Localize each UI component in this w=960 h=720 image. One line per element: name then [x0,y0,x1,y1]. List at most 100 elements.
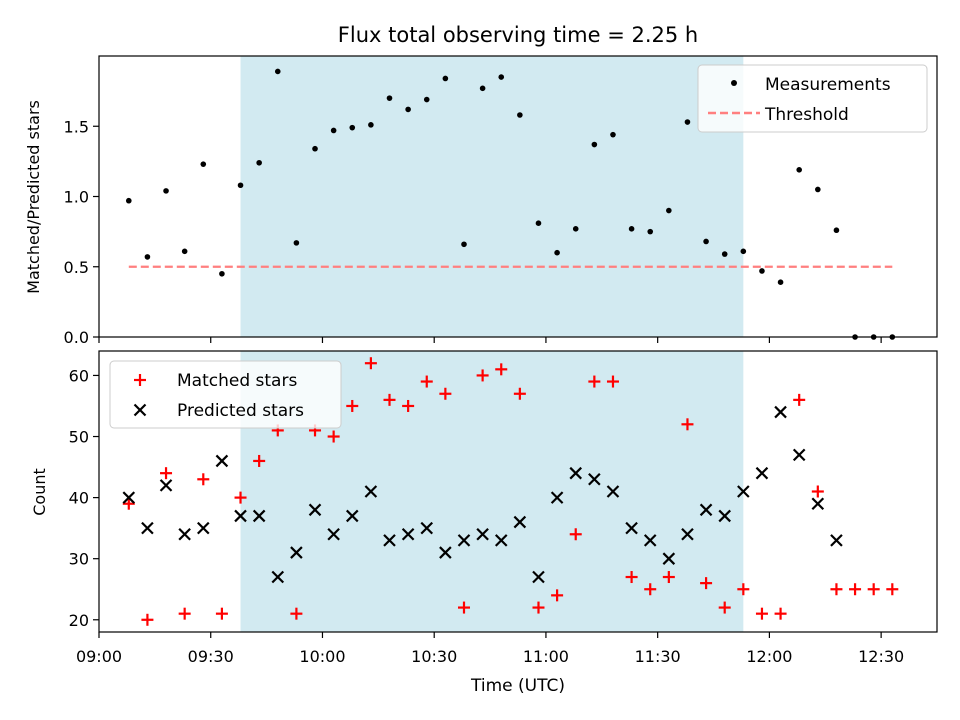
matched-star-point [160,467,173,480]
measurement-point [200,161,207,167]
predicted-star-point [420,521,434,535]
predicted-star-point [439,546,452,559]
matched-star-point [290,607,303,620]
measurement-point [461,241,467,248]
measurement-point [535,220,542,226]
measurement-point [405,106,411,113]
predicted-star-point [197,521,210,535]
matched-star-point [402,399,415,412]
matched-star-point [141,613,154,626]
predicted-star-point [159,479,173,492]
measurement-point [386,95,393,101]
matched-star-point [811,485,824,498]
matched-star-point [700,577,713,590]
measurement-point [703,238,709,245]
measurement-point [815,186,821,193]
measurement-point [423,96,430,103]
matched-star-point [774,607,787,620]
matched-star-point [662,571,675,584]
top-ytick-label: 1.5 [64,117,89,136]
predicted-star-point [811,497,825,510]
matched-star-point [420,375,433,388]
predicted-star-point [792,448,806,462]
matched-star-point [234,491,247,504]
xtick-label: 12:30 [858,647,904,666]
matched-star-point [439,387,452,400]
predicted-star-point [122,491,136,504]
predicted-star-point [755,466,769,480]
predicted-star-point [457,534,471,547]
top-highlight-band [240,56,744,337]
measurement-point [647,228,654,235]
bottom-ytick-label: 30 [69,550,89,569]
predicted-star-point [643,534,657,547]
legend-predicted-marker [133,403,147,417]
predicted-star-point [494,534,508,547]
measurement-point [740,248,747,255]
measurement-point [293,240,300,246]
matched-star-point [867,583,880,596]
xtick-label: 09:00 [76,647,122,666]
legend-threshold-label: Threshold [764,105,849,125]
predicted-star-point [699,503,713,517]
predicted-star-point [532,570,545,584]
legend-matched-plus [134,374,146,386]
predicted-star-point [569,466,583,480]
matched-star-point [644,583,657,596]
legend-matched-label: Matched stars [177,371,297,391]
matched-star-point [625,571,638,584]
measurement-point [517,112,523,118]
bottom-legend-box [109,360,342,429]
bottom-y-axis-label: Count [30,468,49,516]
matched-star-point [588,375,601,388]
matched-star-point [122,497,135,510]
matched-star-point [849,583,862,596]
predicted-star-point [606,485,620,498]
xtick-label: 10:30 [411,647,457,666]
matched-star-point [476,369,489,382]
predicted-star-point [513,515,527,529]
top-y-axis-label: Matched/Predicted stars [24,100,43,294]
predicted-star-point [252,509,266,523]
measurement-point [479,85,486,92]
xtick-label: 11:00 [523,647,569,666]
measurement-point [628,226,635,232]
predicted-star-point [327,527,340,541]
predicted-star-point [401,527,415,541]
predicted-star-point [588,473,601,486]
predicted-star-point [625,521,638,535]
top-ytick-label: 0.0 [64,328,89,347]
measurement-point [219,270,225,277]
predicted-star-point [141,521,154,535]
measurement-point [684,119,691,125]
measurement-point [330,127,337,134]
top-legend-box [697,64,928,133]
predicted-star-point [178,527,191,541]
measurement-point [721,251,728,257]
matched-star-point [718,601,731,614]
matched-star-point [364,357,377,370]
x-axis-label: Time (UTC) [470,676,565,696]
measurement-point [144,254,151,260]
measurement-point [349,124,356,131]
chart-title: Flux total observing time = 2.25 h [338,23,698,47]
measurement-point [554,249,560,256]
predicted-star-point [364,485,378,498]
legend-predicted-cross [133,403,147,417]
predicted-star-point [290,546,303,559]
matched-star-point [681,418,694,431]
measurement-point [796,167,802,173]
measurement-point [666,207,672,214]
bottom-ytick-label: 40 [69,489,89,508]
measurement-point [610,131,616,138]
top-legend: Measurements Threshold [697,64,928,133]
matched-star-point [793,393,806,406]
matched-star-point [830,583,843,596]
matched-star-point [737,583,750,596]
xtick-label: 10:00 [299,647,345,666]
matched-star-point [606,375,619,388]
predicted-star-point [550,491,564,504]
predicted-star-point [737,485,750,498]
measurement-point [591,141,598,148]
